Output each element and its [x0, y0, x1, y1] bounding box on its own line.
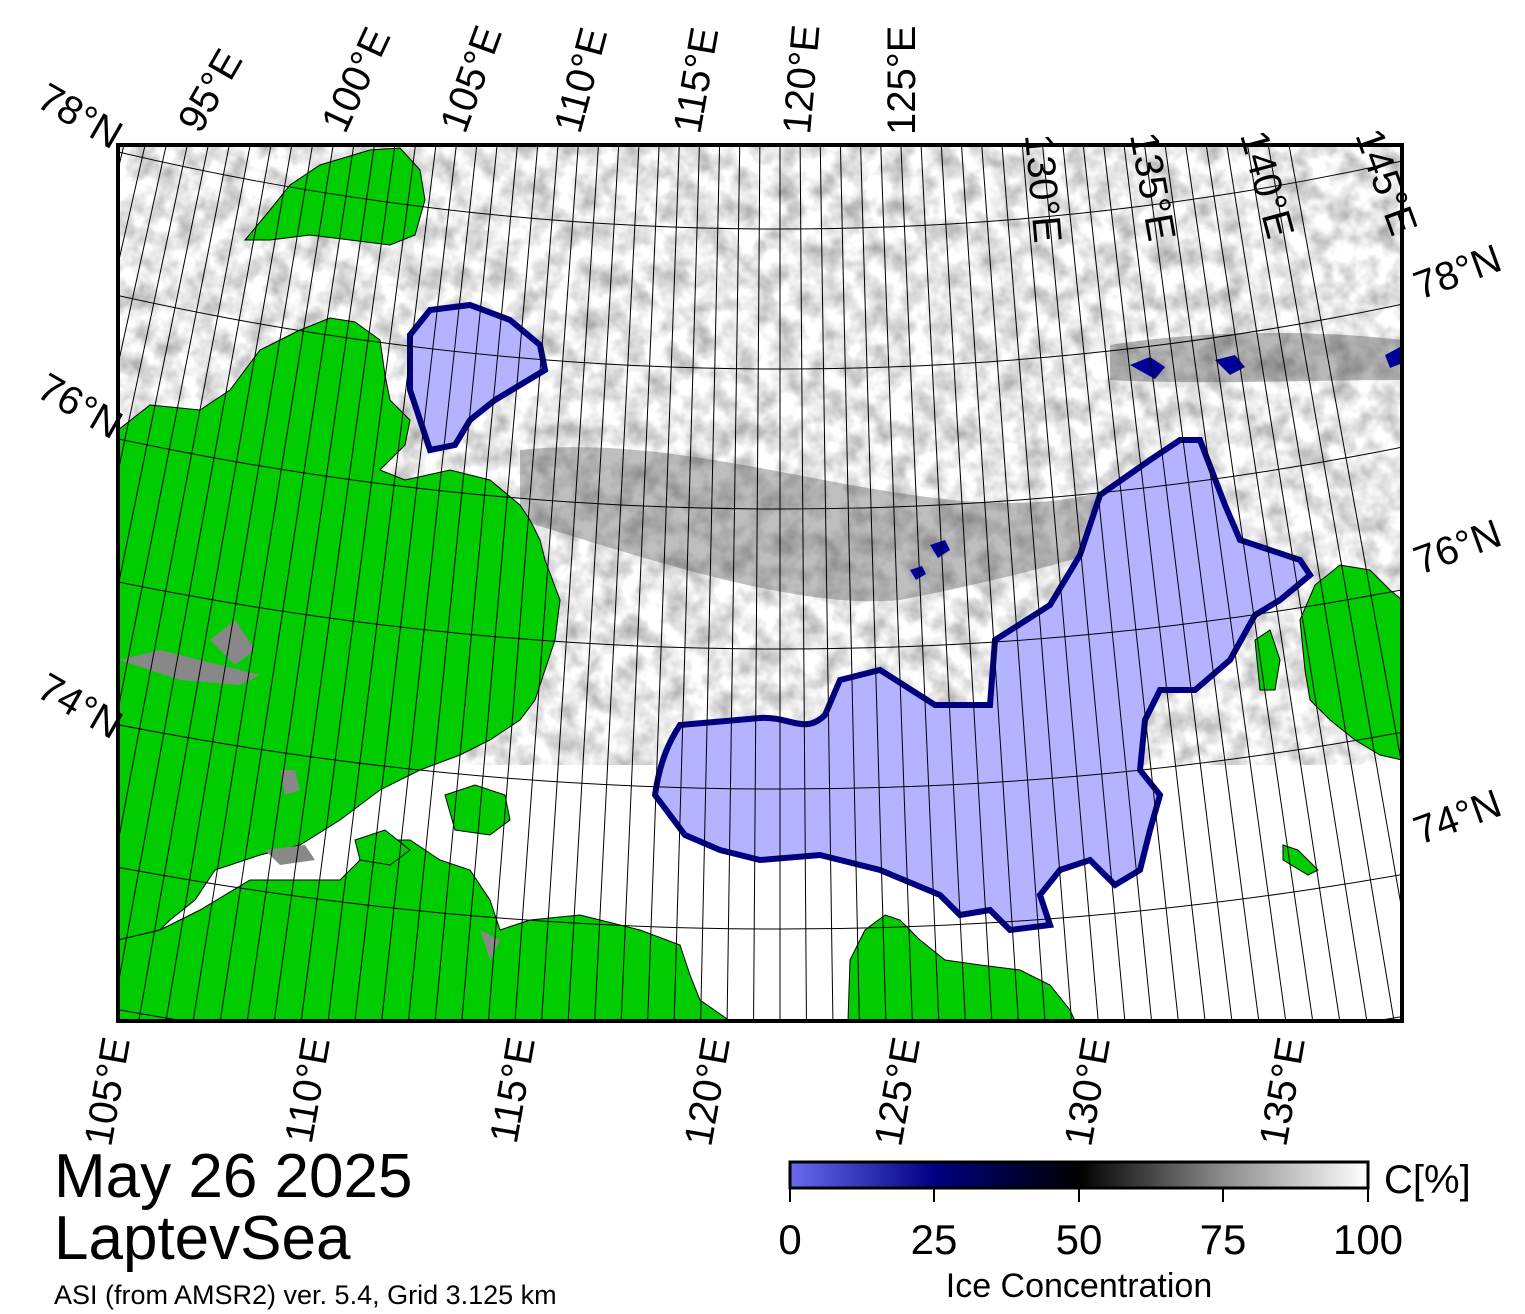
ice-band-dark	[520, 447, 1180, 602]
graticule	[118, 145, 1402, 1021]
colorbar-tick-label: 75	[1199, 1216, 1247, 1263]
right-lat-label: 74°N	[1408, 782, 1507, 854]
right-lat-label: 78°N	[1408, 237, 1507, 309]
left-lat-label: 78°N	[30, 75, 129, 158]
left-lat-label: 76°N	[30, 365, 129, 448]
data-source: ASI (from AMSR2) ver. 5.4, Grid 3.125 km	[54, 1280, 557, 1310]
land-lena-delta	[847, 914, 1076, 1021]
left-lat-label: 74°N	[30, 665, 129, 748]
bottom-lon-label: 130°E	[1057, 1034, 1119, 1149]
bottom-lon-label: 115°E	[482, 1034, 544, 1146]
colorbar-tick-label: 0	[778, 1216, 802, 1263]
colorbar-title: Ice Concentration	[945, 1267, 1213, 1305]
bottom-lon-label: 105°E	[77, 1034, 139, 1149]
colorbar-unit: C[%]	[1384, 1158, 1471, 1202]
top-lon-label: 100°E	[313, 21, 399, 139]
bottom-lon-label: 125°E	[867, 1034, 929, 1149]
map-region: LaptevSea	[54, 1204, 351, 1273]
land-islands-small	[354, 629, 1319, 876]
bottom-lon-label: 110°E	[277, 1034, 339, 1146]
polynya-laptev	[651, 437, 1314, 934]
polynya-taymyr	[407, 301, 549, 454]
map-date: May 26 2025	[54, 1142, 413, 1211]
map-frame	[116, 143, 1404, 1023]
bottom-lon-label: 135°E	[1252, 1034, 1314, 1149]
top-lon-label: 130°E	[1016, 132, 1069, 245]
top-lon-label: 105°E	[432, 20, 511, 138]
colorbar-tick-label: 50	[1055, 1216, 1103, 1263]
top-lon-label: 110°E	[546, 23, 616, 137]
land-ice-patches	[120, 620, 500, 960]
top-lon-label: 115°E	[666, 24, 728, 136]
land-mainland	[118, 839, 731, 1021]
right-lat-label: 76°N	[1408, 512, 1507, 584]
top-lon-label: 95°E	[170, 42, 252, 139]
ice-band-dark-north	[1110, 333, 1402, 383]
bottom-lon-label: 120°E	[677, 1034, 739, 1149]
colorbar	[788, 1160, 1370, 1190]
colorbar-tick-label: 25	[910, 1216, 958, 1263]
colorbar-ticks	[789, 1188, 1369, 1202]
colorbar-tick-label: 100	[1332, 1216, 1404, 1263]
top-lon-label: 125°E	[880, 26, 924, 135]
land-severnaya-zemlya	[243, 147, 426, 246]
top-lon-label: 120°E	[775, 23, 828, 136]
